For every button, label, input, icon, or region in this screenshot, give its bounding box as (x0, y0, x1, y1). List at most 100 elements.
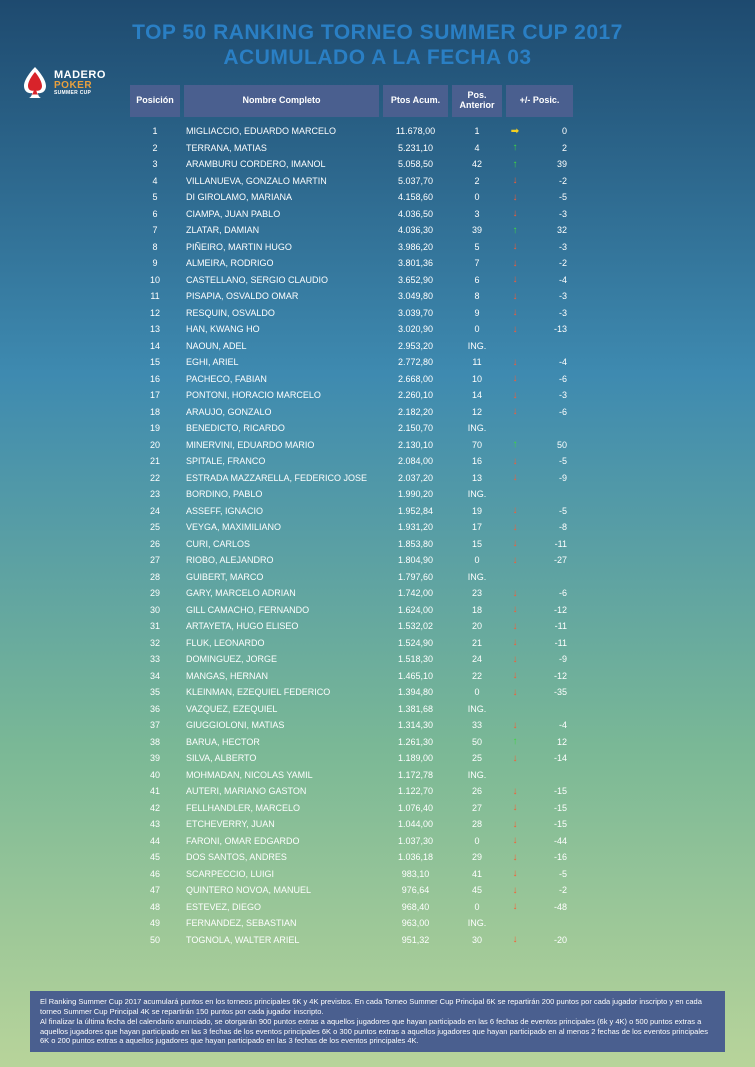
cell-delta: -27 (528, 555, 573, 565)
cell-name: DOS SANTOS, ANDRES (184, 852, 379, 862)
table-row: 11PISAPIA, OSVALDO OMAR3.049,808↓-3 (130, 288, 725, 305)
arrow-down-icon: ↓ (506, 720, 524, 731)
cell-previous: 7 (452, 258, 502, 268)
cell-position: 30 (130, 605, 180, 615)
cell-previous: 3 (452, 209, 502, 219)
table-row: 15EGHI, ARIEL2.772,8011↓-4 (130, 354, 725, 371)
cell-delta: -5 (528, 456, 573, 466)
cell-name: MANGAS, HERNAN (184, 671, 379, 681)
cell-position: 1 (130, 126, 180, 136)
cell-name: DOMINGUEZ, JORGE (184, 654, 379, 664)
cell-position: 10 (130, 275, 180, 285)
cell-previous: 16 (452, 456, 502, 466)
cell-name: VILLANUEVA, GONZALO MARTIN (184, 176, 379, 186)
logo-summer: SUMMER CUP (54, 91, 106, 96)
arrow-down-icon: ↓ (506, 802, 524, 813)
cell-position: 13 (130, 324, 180, 334)
cell-previous: 0 (452, 687, 502, 697)
arrow-down-icon: ↓ (506, 258, 524, 269)
cell-name: RESQUIN, OSVALDO (184, 308, 379, 318)
cell-position: 23 (130, 489, 180, 499)
cell-points: 951,32 (383, 935, 448, 945)
table-row: 43ETCHEVERRY, JUAN1.044,0028↓-15 (130, 816, 725, 833)
cell-position: 7 (130, 225, 180, 235)
cell-delta: -14 (528, 753, 573, 763)
cell-name: MOHMADAN, NICOLAS YAMIL (184, 770, 379, 780)
table-row: 20MINERVINI, EDUARDO MARIO2.130,1070↑50 (130, 437, 725, 454)
logo-text: MADERO POKER SUMMER CUP (54, 70, 106, 96)
table-row: 2TERRANA, MATIAS5.231,104↑2 (130, 140, 725, 157)
cell-points: 983,10 (383, 869, 448, 879)
header-anterior: Pos. Anterior (452, 85, 502, 117)
header-nombre: Nombre Completo (184, 85, 379, 117)
table-row: 23BORDINO, PABLO1.990,20ING. (130, 486, 725, 503)
cell-position: 14 (130, 341, 180, 351)
cell-delta: -2 (528, 885, 573, 895)
arrow-down-icon: ↓ (506, 538, 524, 549)
cell-name: PISAPIA, OSVALDO OMAR (184, 291, 379, 301)
cell-name: RIOBO, ALEJANDRO (184, 555, 379, 565)
cell-previous: 45 (452, 885, 502, 895)
table-row: 41AUTERI, MARIANO GASTON1.122,7026↓-15 (130, 783, 725, 800)
cell-delta: -3 (528, 308, 573, 318)
cell-delta: -5 (528, 192, 573, 202)
table-row: 50TOGNOLA, WALTER ARIEL951,3230↓-20 (130, 932, 725, 949)
table-row: 19BENEDICTO, RICARDO2.150,70ING. (130, 420, 725, 437)
cell-points: 1.189,00 (383, 753, 448, 763)
arrow-down-icon: ↓ (506, 604, 524, 615)
cell-previous: 18 (452, 605, 502, 615)
cell-points: 1.931,20 (383, 522, 448, 532)
table-row: 18ARAUJO, GONZALO2.182,2012↓-6 (130, 404, 725, 421)
table-row: 45DOS SANTOS, ANDRES1.036,1829↓-16 (130, 849, 725, 866)
cell-previous: 22 (452, 671, 502, 681)
arrow-down-icon: ↓ (506, 654, 524, 665)
cell-delta: -4 (528, 275, 573, 285)
cell-points: 963,00 (383, 918, 448, 928)
cell-delta: -3 (528, 291, 573, 301)
cell-points: 1.532,02 (383, 621, 448, 631)
cell-position: 8 (130, 242, 180, 252)
cell-name: SILVA, ALBERTO (184, 753, 379, 763)
ranking-table: Posición Nombre Completo Ptos Acum. Pos.… (130, 85, 725, 948)
cell-name: ARAUJO, GONZALO (184, 407, 379, 417)
cell-position: 34 (130, 671, 180, 681)
cell-previous: 41 (452, 869, 502, 879)
cell-previous: 21 (452, 638, 502, 648)
cell-delta: -35 (528, 687, 573, 697)
cell-previous: 42 (452, 159, 502, 169)
cell-position: 39 (130, 753, 180, 763)
cell-position: 35 (130, 687, 180, 697)
cell-delta: -15 (528, 803, 573, 813)
cell-delta: -12 (528, 605, 573, 615)
arrow-down-icon: ↓ (506, 819, 524, 830)
cell-position: 50 (130, 935, 180, 945)
arrow-down-icon: ↓ (506, 175, 524, 186)
arrow-down-icon: ↓ (506, 274, 524, 285)
cell-name: GUIBERT, MARCO (184, 572, 379, 582)
cell-previous: 33 (452, 720, 502, 730)
table-row: 44FARONI, OMAR EDGARDO1.037,300↓-44 (130, 833, 725, 850)
cell-previous: 0 (452, 555, 502, 565)
cell-previous: 0 (452, 192, 502, 202)
cell-position: 3 (130, 159, 180, 169)
cell-delta: -16 (528, 852, 573, 862)
cell-points: 4.036,30 (383, 225, 448, 235)
arrow-down-icon: ↓ (506, 786, 524, 797)
cell-points: 5.231,10 (383, 143, 448, 153)
cell-name: ESTRADA MAZZARELLA, FEDERICO JOSE (184, 473, 379, 483)
cell-delta: -5 (528, 506, 573, 516)
cell-delta: -3 (528, 209, 573, 219)
cell-previous: 28 (452, 819, 502, 829)
cell-points: 1.122,70 (383, 786, 448, 796)
arrow-down-icon: ↓ (506, 835, 524, 846)
cell-position: 5 (130, 192, 180, 202)
arrow-down-icon: ↓ (506, 208, 524, 219)
cell-name: ASSEFF, IGNACIO (184, 506, 379, 516)
arrow-down-icon: ↓ (506, 241, 524, 252)
cell-name: VEYGA, MAXIMILIANO (184, 522, 379, 532)
cell-position: 43 (130, 819, 180, 829)
cell-delta: -5 (528, 869, 573, 879)
cell-position: 15 (130, 357, 180, 367)
cell-position: 41 (130, 786, 180, 796)
arrow-down-icon: ↓ (506, 901, 524, 912)
